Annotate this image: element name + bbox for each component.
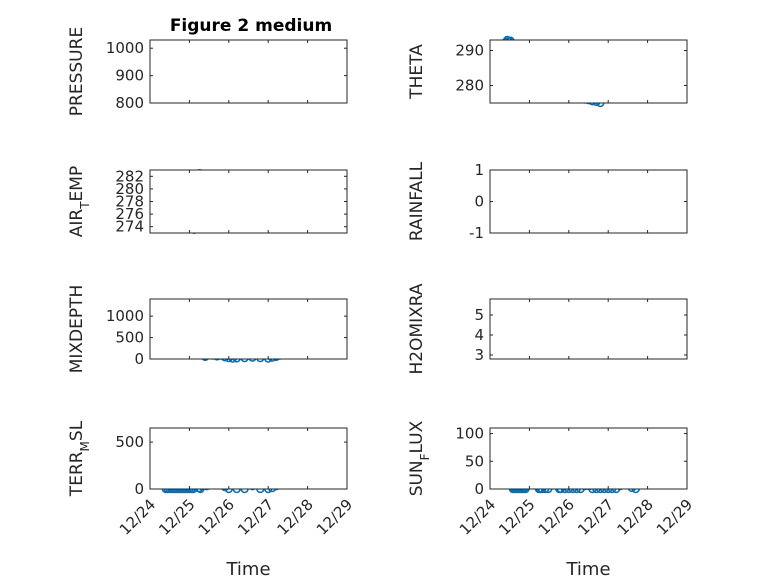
y-tick-label: 282 — [115, 167, 144, 185]
axes-box — [489, 298, 688, 360]
y-tick-label: 500 — [115, 329, 144, 347]
y-tick-label: 1000 — [106, 307, 144, 325]
y-axis-label: RAINFALL — [407, 161, 427, 241]
y-axis-label: THETA — [407, 44, 427, 100]
y-tick-label: 100 — [455, 425, 484, 443]
y-tick-label: 1000 — [106, 39, 144, 57]
y-tick-label: -1 — [469, 224, 484, 242]
y-tick-label: 4 — [474, 326, 484, 344]
subplot-theta: 280 290 THETA — [407, 35, 688, 108]
y-tick-label: 0 — [134, 350, 144, 368]
x-axis-label: Time — [225, 559, 270, 580]
axes-box — [149, 298, 348, 360]
y-tick-label: 1 — [474, 161, 484, 179]
y-tick-label: 500 — [115, 433, 144, 451]
axes-box — [489, 427, 688, 490]
y-tick-label: 290 — [455, 42, 484, 60]
y-axis-label: PRESSURE — [67, 27, 87, 116]
axes-box — [149, 169, 348, 234]
y-axis-label: AIRTEMP — [67, 166, 92, 237]
axes-box — [149, 39, 348, 104]
y-axis-label: SUNFLUX — [407, 420, 432, 496]
y-tick-label: 280 — [455, 77, 484, 95]
axes-box — [489, 39, 688, 104]
y-tick-label: 0 — [474, 480, 484, 498]
x-tick-label: 12/25 — [155, 495, 198, 538]
y-tick-label: 276 — [115, 205, 144, 223]
x-tick-label: 12/26 — [535, 495, 578, 538]
x-axis-label: Time — [565, 559, 610, 580]
y-tick-label: 800 — [115, 94, 144, 112]
subplot-rainfall: -1 0 1 RAINFALL — [407, 161, 688, 242]
subplot-h2omixra: 3 4 5 H2OMIXRA — [407, 283, 688, 375]
y-tick-label: 0 — [134, 480, 144, 498]
x-tick-label: 12/25 — [495, 495, 538, 538]
axes-box — [489, 169, 688, 234]
y-axis-label: H2OMIXRA — [407, 283, 427, 374]
y-tick-label: 0 — [474, 193, 484, 211]
x-tick-label: 12/29 — [313, 495, 356, 538]
x-tick-label: 12/27 — [234, 495, 277, 538]
x-tick-label: 12/24 — [456, 495, 499, 538]
y-tick-label: 280 — [115, 180, 144, 198]
x-tick-label: 12/26 — [195, 495, 238, 538]
x-tick-label: 12/27 — [574, 495, 617, 538]
y-tick-label: 3 — [474, 346, 484, 364]
y-tick-label: 900 — [115, 67, 144, 85]
y-tick-label: 50 — [465, 452, 484, 470]
y-tick-label: 278 — [115, 193, 144, 211]
subplot-pressure: 800 900 1000 PRESSURE — [67, 27, 348, 116]
axes-box — [149, 427, 348, 490]
x-tick-label: 12/28 — [273, 495, 316, 538]
x-tick-label: 12/29 — [653, 495, 696, 538]
x-tick-label: 12/24 — [116, 495, 159, 538]
subplot-mixdepth: 0 500 1000 MIXDEPTH — [67, 285, 348, 374]
y-axis-label: TERRMSL — [67, 420, 92, 497]
figure-title: Figure 2 medium — [170, 16, 332, 36]
y-tick-label: 5 — [474, 306, 484, 324]
x-tick-label: 12/28 — [613, 495, 656, 538]
y-tick-label: 274 — [115, 218, 144, 236]
y-axis-label: MIXDEPTH — [67, 285, 87, 374]
